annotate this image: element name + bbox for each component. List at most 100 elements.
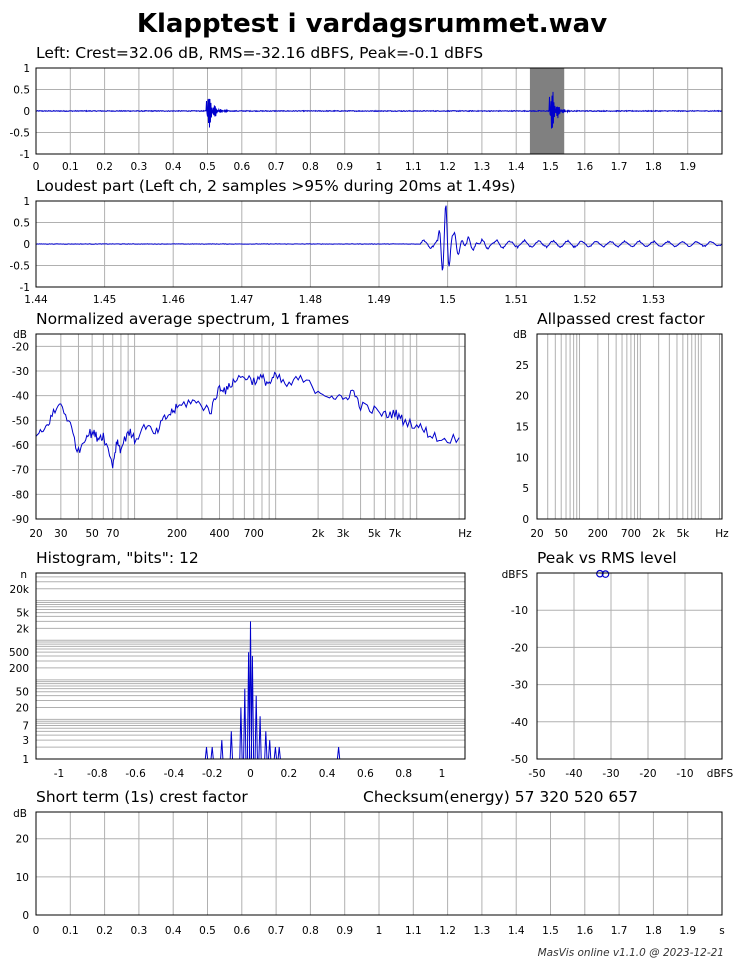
peakrms-point xyxy=(596,569,604,578)
loudest-xtick: 1.53 xyxy=(642,294,665,306)
allpass-title: Allpassed crest factor xyxy=(537,310,705,328)
shortcrest-ytick: 10 xyxy=(16,872,29,884)
waveform-ytick: 1 xyxy=(23,63,30,75)
histogram-ytick: 7 xyxy=(22,721,29,733)
allpass-xtick: 700 xyxy=(621,528,641,540)
waveform-xtick: 0.8 xyxy=(302,161,319,173)
loudest-xtick: 1.44 xyxy=(24,294,48,306)
histogram-xtick: 1 xyxy=(439,768,446,780)
shortcrest-xtick: 1.1 xyxy=(405,925,422,937)
waveform-xtick: 1.8 xyxy=(645,161,662,173)
waveform-xtick: 1.5 xyxy=(542,161,559,173)
peakrms-ytick: -40 xyxy=(511,717,528,729)
shortcrest-xtick: 1.9 xyxy=(679,925,696,937)
shortcrest-xtick: 0.2 xyxy=(96,925,113,937)
waveform-xtick: 1.4 xyxy=(508,161,525,173)
peakrms-frame xyxy=(536,572,723,760)
spectrum-ytick: -50 xyxy=(12,415,29,427)
spectrum-yunit: dB xyxy=(13,329,27,341)
spectrum-ytick: -90 xyxy=(12,514,29,526)
shortcrest-ytick: 0 xyxy=(22,910,29,922)
shortcrest-xtick: 0.8 xyxy=(302,925,319,937)
spectrum-xtick: 3k xyxy=(337,528,351,540)
peakrms-title: Peak vs RMS level xyxy=(537,549,677,567)
histogram-ytick: 20 xyxy=(16,703,29,715)
histogram-yticks: 20k 5k 2k 500 200 50 20 7 3 1 xyxy=(9,584,30,766)
shortcrest-grid xyxy=(35,812,722,915)
histogram-ytick: 5k xyxy=(16,608,30,620)
loudest-ytick: -1 xyxy=(20,282,30,294)
peakrms-xtick: -20 xyxy=(639,768,656,780)
histogram-xtick: -0.2 xyxy=(202,768,223,780)
loudest-ytick: 1 xyxy=(23,196,30,208)
loudest-yticks: 1 0.5 0 -0.5 -1 xyxy=(10,196,31,294)
allpass-xtick: 200 xyxy=(588,528,608,540)
spectrum-ytick: -20 xyxy=(12,341,29,353)
loudest-xtick: 1.47 xyxy=(230,294,253,306)
allpass-xtick: 50 xyxy=(555,528,568,540)
spectrum-xtick: 20 xyxy=(29,528,42,540)
histogram-xtick: -0.4 xyxy=(164,768,185,780)
waveform-ytick: 0 xyxy=(23,106,30,118)
allpass-frame xyxy=(536,333,723,520)
histogram-xtick: 0.2 xyxy=(280,768,297,780)
peakrms-ytick: -30 xyxy=(511,680,528,692)
loudest-xtick: 1.51 xyxy=(505,294,528,306)
loudest-ytick: -0.5 xyxy=(10,261,31,273)
allpass-xtick: 5k xyxy=(676,528,690,540)
histogram-grid xyxy=(36,572,465,760)
spectrum-ytick: -40 xyxy=(12,391,29,403)
shortcrest-title: Short term (1s) crest factor xyxy=(36,788,248,806)
peakrms-point xyxy=(601,570,610,578)
shortcrest-xtick: 1.2 xyxy=(439,925,456,937)
histogram-title: Histogram, "bits": 12 xyxy=(36,549,199,567)
spectrum-yticks: -20 -30 -40 -50 -60 -70 -80 -90 xyxy=(12,341,29,526)
shortcrest-xtick: 1.8 xyxy=(645,925,662,937)
shortcrest-xtick: 1.5 xyxy=(542,925,559,937)
waveform-title: Left: Crest=32.06 dB, RMS=-32.16 dBFS, P… xyxy=(36,44,483,62)
loudest-title: Loudest part (Left ch, 2 samples >95% du… xyxy=(36,177,516,195)
shortcrest-frame xyxy=(35,811,723,916)
waveform-xtick: 1.1 xyxy=(405,161,422,173)
histogram-xtick: 0.4 xyxy=(319,768,336,780)
spectrum-xtick: 50 xyxy=(85,528,98,540)
peakrms-ytick: -50 xyxy=(511,754,528,766)
shortcrest-xtick: 1.7 xyxy=(611,925,628,937)
waveform-xtick: 1.7 xyxy=(611,161,628,173)
shortcrest-xtick: 1.3 xyxy=(474,925,491,937)
histogram-xtick: -0.8 xyxy=(87,768,108,780)
shortcrest-xtick: 0.3 xyxy=(131,925,148,937)
allpass-yticks: 25 20 15 10 5 0 xyxy=(516,360,529,526)
allpass-ytick: 20 xyxy=(516,391,529,403)
shortcrest-xtick: 0.9 xyxy=(336,925,353,937)
waveform-xtick: 1.2 xyxy=(439,161,456,173)
waveform-xtick: 0.7 xyxy=(268,161,285,173)
waveform-ytick: 0.5 xyxy=(13,85,30,97)
waveform-xtick: 0.5 xyxy=(199,161,216,173)
histogram-xticks: -1 -0.8 -0.6 -0.4 -0.2 0 0.2 0.4 0.6 0.8 1 xyxy=(54,768,446,780)
peakrms-xticks: -50 -40 -30 -20 -10 dBFS xyxy=(528,768,733,780)
shortcrest-yunit: dB xyxy=(13,808,27,820)
histogram-ytick: 50 xyxy=(16,687,29,699)
peakrms-yticks: -10 -20 -30 -40 -50 xyxy=(511,605,528,766)
peakrms-xtick: -10 xyxy=(676,768,693,780)
allpass-xtick: 20 xyxy=(530,528,543,540)
peakrms-points xyxy=(596,569,610,578)
histogram-xtick: -0.6 xyxy=(125,768,146,780)
shortcrest-xticks: 0 0.1 0.2 0.3 0.4 0.5 0.6 0.7 0.8 0.9 1 1.1 1.2 1.3 1.… xyxy=(33,925,725,937)
spectrum-ytick: -60 xyxy=(12,440,29,452)
histogram-xtick: 0.8 xyxy=(395,768,412,780)
loudest-xtick: 1.46 xyxy=(162,294,186,306)
spectrum-xtick: 7k xyxy=(388,528,402,540)
histogram-frame xyxy=(35,572,466,760)
loudest-xtick: 1.49 xyxy=(367,294,390,306)
waveform-xtick: 0.3 xyxy=(131,161,148,173)
spectrum-xtick: 30 xyxy=(54,528,67,540)
peakrms-grid xyxy=(537,573,722,759)
loudest-ytick: 0 xyxy=(23,239,30,251)
spectrum-xtick: 5k xyxy=(368,528,382,540)
allpass-ytick: 5 xyxy=(522,483,529,495)
allpass-yunit: dB xyxy=(513,329,527,341)
loudest-xtick: 1.45 xyxy=(93,294,116,306)
